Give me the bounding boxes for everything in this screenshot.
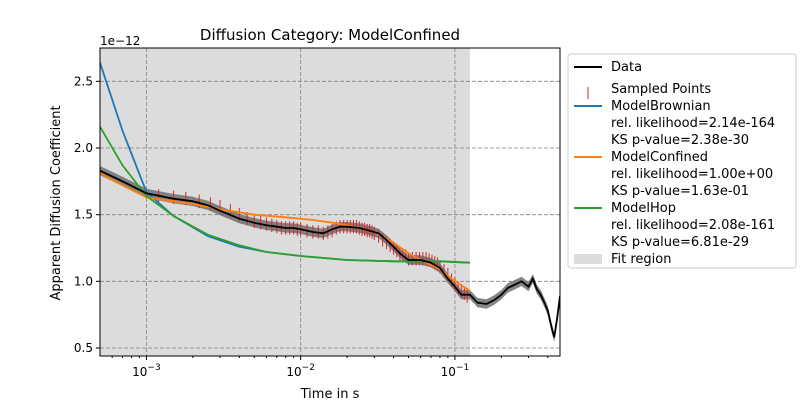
y-tick-label: 0.5	[74, 341, 93, 355]
legend-label: rel. likelihood=2.08e-161	[611, 218, 775, 233]
legend-box	[567, 53, 797, 269]
legend-label: KS p-value=2.38e-30	[611, 133, 749, 148]
plot-area	[100, 48, 560, 356]
y-offset-label: 1e−12	[100, 34, 140, 48]
chart-title: Diffusion Category: ModelConfined	[200, 26, 460, 44]
x-tick-label: 10−3	[132, 363, 161, 379]
legend-swatch	[574, 254, 602, 264]
line-data	[100, 169, 560, 338]
legend-label: KS p-value=6.81e-29	[611, 235, 749, 250]
x-axis-label: Time in s	[300, 387, 360, 400]
legend-label: ModelHop	[611, 201, 676, 216]
legend-label: rel. likelihood=2.14e-164	[611, 116, 775, 131]
y-axis-label: Apparent Diffusion Coefficient	[49, 105, 64, 300]
legend-label: Sampled Points	[611, 82, 711, 97]
legend-label: ModelConfined	[611, 150, 708, 165]
y-tick-label: 2.5	[74, 74, 93, 88]
y-tick-label: 2.0	[74, 141, 93, 155]
legend: Data Sampled Points ModelBrownian rel. like…	[567, 53, 797, 269]
axes: 10−3 10−2 10−1 0.5 1.0 1.5 2.0 2.5	[74, 47, 561, 379]
axes-frame	[99, 47, 561, 357]
legend-label: Fit region	[611, 252, 672, 267]
fit-region	[100, 48, 470, 356]
legend-label: Data	[611, 60, 642, 75]
data-confidence-band	[100, 166, 560, 342]
legend-label: ModelBrownian	[611, 99, 711, 114]
legend-label: rel. likelihood=1.00e+00	[611, 167, 773, 182]
y-tick-label: 1.5	[74, 208, 93, 222]
y-tick-label: 1.0	[74, 274, 93, 288]
x-tick-label: 10−2	[286, 363, 315, 379]
legend-label: KS p-value=1.63e-01	[611, 184, 749, 199]
x-tick-label: 10−1	[441, 363, 470, 379]
